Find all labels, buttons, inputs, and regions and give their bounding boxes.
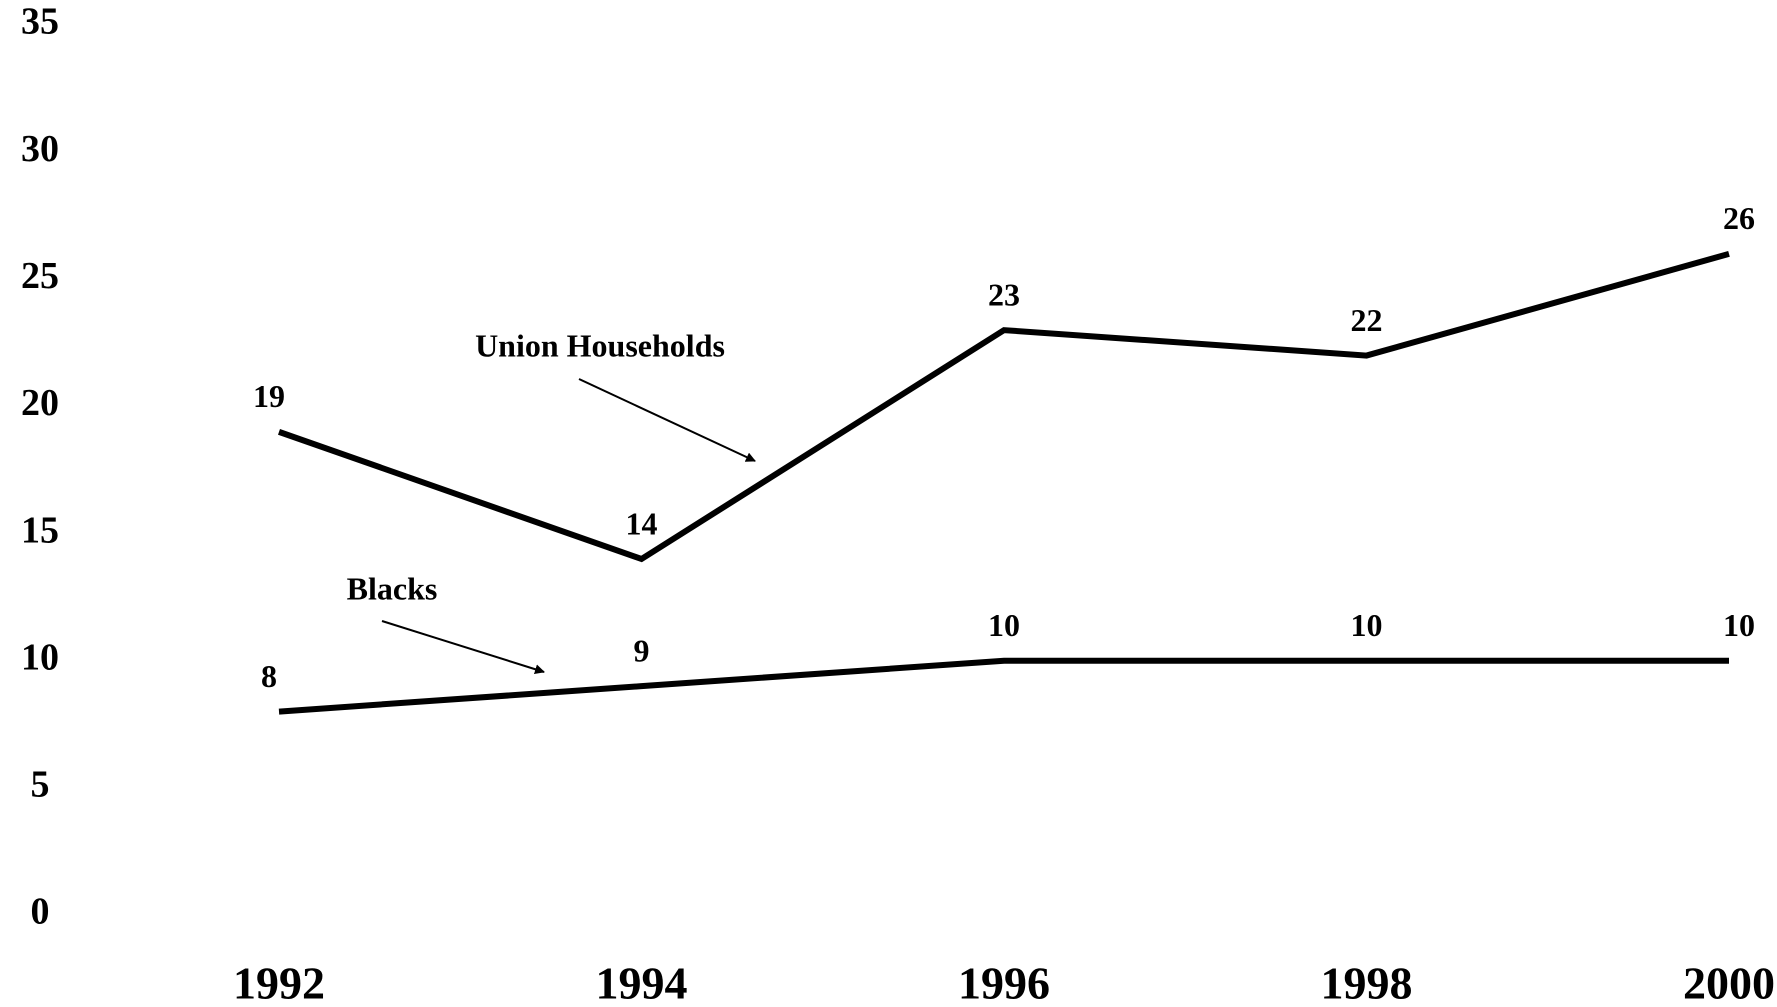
y-tick-label: 35: [21, 1, 59, 43]
annotation-arrow: [578, 378, 756, 462]
data-label: 19: [253, 378, 285, 414]
data-label: 23: [988, 276, 1020, 312]
y-tick-label: 15: [21, 509, 59, 551]
data-label: 9: [634, 632, 650, 668]
data-label: 22: [1351, 302, 1383, 338]
data-label: 10: [1723, 607, 1755, 643]
annotation-arrow: [381, 620, 545, 675]
x-tick-label: 2000: [1683, 958, 1775, 1007]
data-label: 8: [261, 658, 277, 694]
y-tick-label: 20: [21, 382, 59, 424]
data-label: 14: [626, 505, 658, 541]
series-line: [278, 657, 1729, 715]
x-tick-label: 1992: [233, 958, 325, 1007]
data-label: 10: [988, 607, 1020, 643]
x-tick-label: 1996: [958, 958, 1050, 1007]
y-tick-label: 10: [21, 636, 59, 678]
series-label: Union Households: [475, 327, 725, 363]
series-label: Blacks: [347, 570, 438, 606]
y-tick-label: 5: [31, 764, 50, 806]
series-line: [278, 250, 1730, 563]
y-tick-label: 30: [21, 128, 59, 170]
x-tick-label: 1994: [596, 958, 688, 1007]
y-tick-label: 0: [31, 891, 50, 933]
y-tick-label: 25: [21, 255, 59, 297]
x-tick-label: 1998: [1321, 958, 1413, 1007]
data-label: 26: [1723, 200, 1755, 236]
data-label: 10: [1351, 607, 1383, 643]
